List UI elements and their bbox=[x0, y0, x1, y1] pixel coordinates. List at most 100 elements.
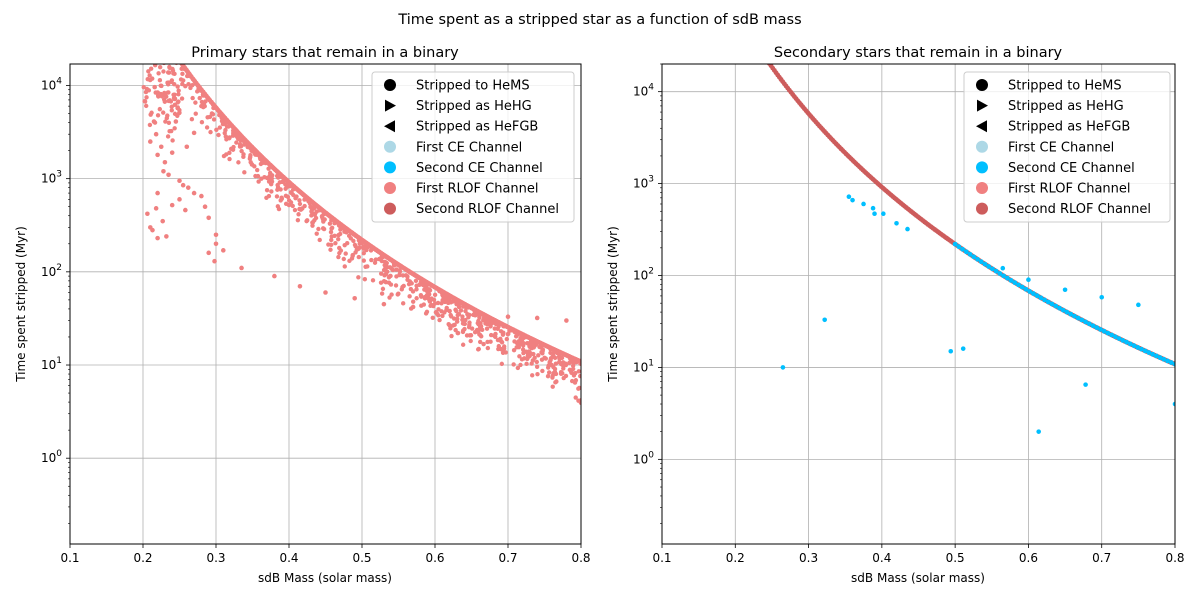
scatter-point bbox=[1112, 334, 1118, 340]
scatter-point bbox=[536, 353, 541, 358]
scatter-point bbox=[747, 31, 752, 36]
y-tick-label: 100 bbox=[41, 449, 62, 465]
x-tick-label: 0.4 bbox=[872, 551, 891, 565]
scatter-point bbox=[157, 106, 163, 112]
scatter-point bbox=[1131, 343, 1137, 349]
scatter-point bbox=[563, 361, 568, 366]
scatter-point bbox=[264, 195, 269, 200]
scatter-point bbox=[532, 355, 537, 360]
scatter-point bbox=[755, 44, 760, 49]
scatter-point bbox=[956, 244, 962, 250]
scatter-point bbox=[255, 173, 261, 179]
scatter-point bbox=[397, 269, 403, 274]
scatter-point bbox=[145, 76, 150, 82]
scatter-point bbox=[141, 85, 146, 90]
scatter-point bbox=[356, 254, 362, 260]
scatter-point bbox=[329, 234, 334, 239]
scatter-point bbox=[780, 365, 786, 370]
scatter-point bbox=[168, 55, 172, 59]
scatter-point bbox=[206, 215, 211, 221]
scatter-point bbox=[576, 386, 581, 391]
scatter-point bbox=[169, 78, 175, 83]
scatter-point bbox=[485, 345, 491, 351]
scatter-point bbox=[425, 296, 431, 301]
scatter-point bbox=[428, 303, 433, 309]
legend-label: Stripped to HeMS bbox=[416, 79, 530, 94]
scatter-point bbox=[224, 135, 230, 140]
legend-label: Stripped as HeHG bbox=[416, 99, 532, 114]
scatter-point bbox=[165, 70, 171, 75]
scatter-point bbox=[209, 111, 215, 116]
legend-box bbox=[371, 71, 575, 223]
scatter-point bbox=[1157, 355, 1163, 361]
scatter-point bbox=[248, 153, 253, 158]
scatter-point bbox=[199, 193, 204, 199]
scatter-point bbox=[164, 234, 169, 239]
y-tick-base: 10 bbox=[633, 452, 648, 466]
scatter-point bbox=[393, 283, 399, 288]
scatter-point bbox=[167, 65, 172, 71]
scatter-point bbox=[531, 351, 536, 357]
scatter-point bbox=[353, 250, 358, 255]
scatter-point bbox=[1023, 286, 1029, 292]
scatter-point bbox=[519, 337, 525, 343]
scatter-point bbox=[1062, 287, 1068, 293]
scatter-point bbox=[239, 148, 244, 154]
y-tick-label: 101 bbox=[633, 358, 654, 374]
y-tick-exponent: 0 bbox=[56, 449, 62, 459]
scatter-point bbox=[496, 346, 501, 352]
scatter-point bbox=[397, 272, 402, 278]
y-tick-base: 10 bbox=[41, 265, 56, 279]
scatter-point bbox=[462, 321, 468, 327]
scatter-point bbox=[169, 104, 174, 109]
scatter-point bbox=[872, 211, 877, 217]
scatter-point bbox=[1161, 356, 1167, 362]
x-tick-label: 0.1 bbox=[652, 551, 671, 565]
scatter-point bbox=[960, 346, 966, 351]
scatter-points bbox=[747, 31, 1175, 434]
scatter-point bbox=[407, 294, 412, 299]
scatter-point bbox=[241, 152, 246, 157]
scatter-point bbox=[211, 117, 217, 122]
scatter-point bbox=[275, 204, 281, 209]
legend-marker bbox=[384, 182, 396, 194]
scatter-point bbox=[1079, 317, 1085, 323]
scatter-point bbox=[481, 317, 486, 323]
scatter-point bbox=[150, 76, 155, 81]
scatter-point bbox=[472, 330, 478, 335]
scatter-point bbox=[168, 99, 174, 104]
x-axis-label: sdB Mass (solar mass) bbox=[851, 571, 985, 585]
scatter-point bbox=[347, 258, 352, 264]
scatter-point bbox=[184, 144, 190, 150]
x-tick-label: 0.3 bbox=[206, 551, 225, 565]
scatter-point bbox=[387, 295, 392, 300]
scatter-point bbox=[221, 153, 227, 159]
scatter-point bbox=[385, 264, 390, 270]
scatter-point bbox=[327, 221, 333, 226]
scatter-point bbox=[164, 57, 168, 61]
scatter-point bbox=[554, 379, 559, 384]
scatter-point bbox=[569, 369, 574, 374]
scatter-point bbox=[464, 333, 470, 338]
scatter-point bbox=[535, 371, 540, 377]
scatter-point bbox=[1135, 345, 1141, 350]
scatter-point bbox=[512, 339, 517, 344]
y-axis-label: Time spent stripped (Myr) bbox=[14, 226, 28, 383]
scatter-point bbox=[501, 330, 506, 335]
scatter-point bbox=[155, 90, 160, 95]
x-tick-label: 0.1 bbox=[60, 551, 79, 565]
scatter-point bbox=[148, 139, 153, 144]
scatter-point bbox=[156, 94, 161, 99]
scatter-point bbox=[309, 213, 314, 218]
scatter-point bbox=[430, 315, 435, 320]
scatter-point bbox=[262, 174, 267, 180]
scatter-point bbox=[1146, 350, 1152, 355]
scatter-point bbox=[1083, 319, 1088, 325]
scatter-point bbox=[442, 310, 447, 315]
scatter-point bbox=[249, 162, 255, 167]
scatter-point bbox=[266, 179, 272, 184]
scatter-point bbox=[193, 100, 198, 105]
scatter-point bbox=[352, 295, 358, 301]
scatter-point bbox=[336, 232, 341, 238]
